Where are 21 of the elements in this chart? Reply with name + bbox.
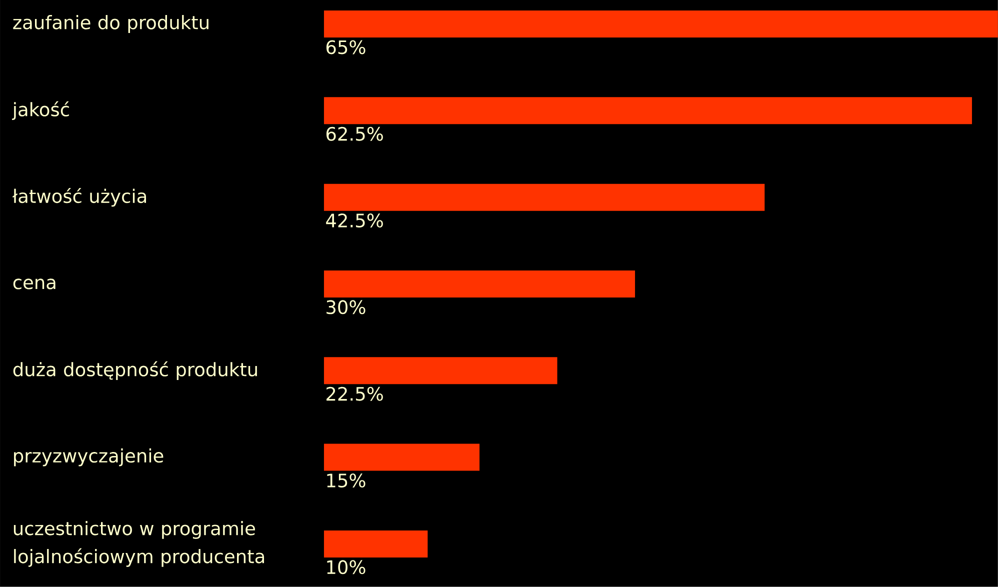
data-label: 15% <box>327 474 366 488</box>
data-label: 62.5% <box>326 126 383 141</box>
data-label: 65% <box>326 40 366 54</box>
data-label: 10% <box>327 560 366 574</box>
data-label: 42.5% <box>326 214 383 228</box>
y-tick-label: cena <box>13 278 56 290</box>
y-tick-label: przyzwyczajenie <box>14 448 164 466</box>
y-tick-label: zaufanie do produktu <box>13 15 208 33</box>
bar <box>324 10 998 38</box>
data-label: 22.5% <box>326 386 383 401</box>
y-tick-label: uczestnictwo w programie lojalnościowym producenta <box>14 521 264 567</box>
y-tick-label: łatwość użycia <box>12 188 146 207</box>
bar <box>324 270 636 298</box>
bar <box>324 184 765 211</box>
bar <box>324 530 428 558</box>
data-label: 30% <box>326 300 366 314</box>
y-tick-label: jakość <box>12 101 69 120</box>
bar <box>324 97 972 124</box>
bar <box>324 444 480 471</box>
bar <box>324 357 558 384</box>
y-tick-label: duża dostępność produktu <box>13 361 257 380</box>
